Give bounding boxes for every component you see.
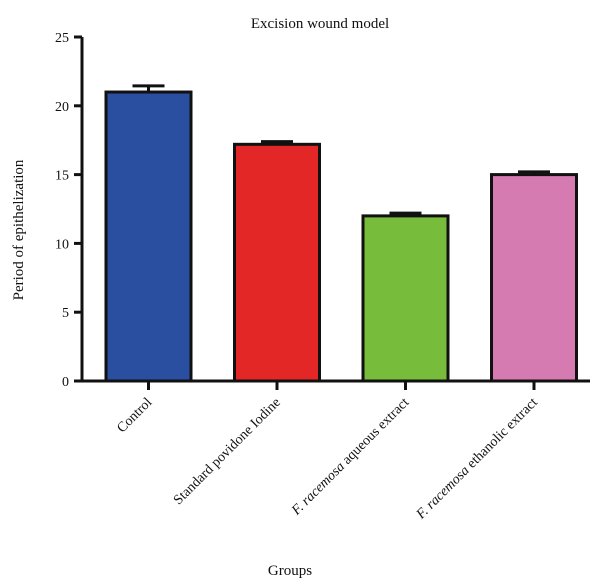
bar-3 [361, 214, 450, 383]
bar-4 [490, 173, 578, 383]
bar-1 [104, 90, 193, 383]
x-tick-label-1: Control [114, 395, 155, 436]
x-axis-label: Groups [268, 563, 312, 579]
y-tick-label-5: 5 [62, 306, 69, 321]
y-tick-label-0: 0 [62, 375, 69, 390]
x-tick-label-3: F. racemosa aqueous extract [288, 395, 412, 519]
chart-title: Excision wound model [251, 16, 389, 32]
x-tick-label-4: F. racemosa ethanolic extract [413, 395, 541, 523]
bar-2 [233, 142, 321, 383]
plot-area: 0 5 10 15 20 25 Control Standard povidone Iodin… [55, 31, 590, 523]
y-tick-label-20: 20 [55, 100, 69, 115]
y-axis-label: Period of epithelization [11, 159, 27, 300]
y-tick-label-25: 25 [55, 31, 69, 46]
y-tick-label-15: 15 [55, 169, 69, 184]
x-tick-label-2: Standard povidone Iodine [171, 395, 284, 508]
y-tick-label-10: 10 [55, 237, 69, 252]
